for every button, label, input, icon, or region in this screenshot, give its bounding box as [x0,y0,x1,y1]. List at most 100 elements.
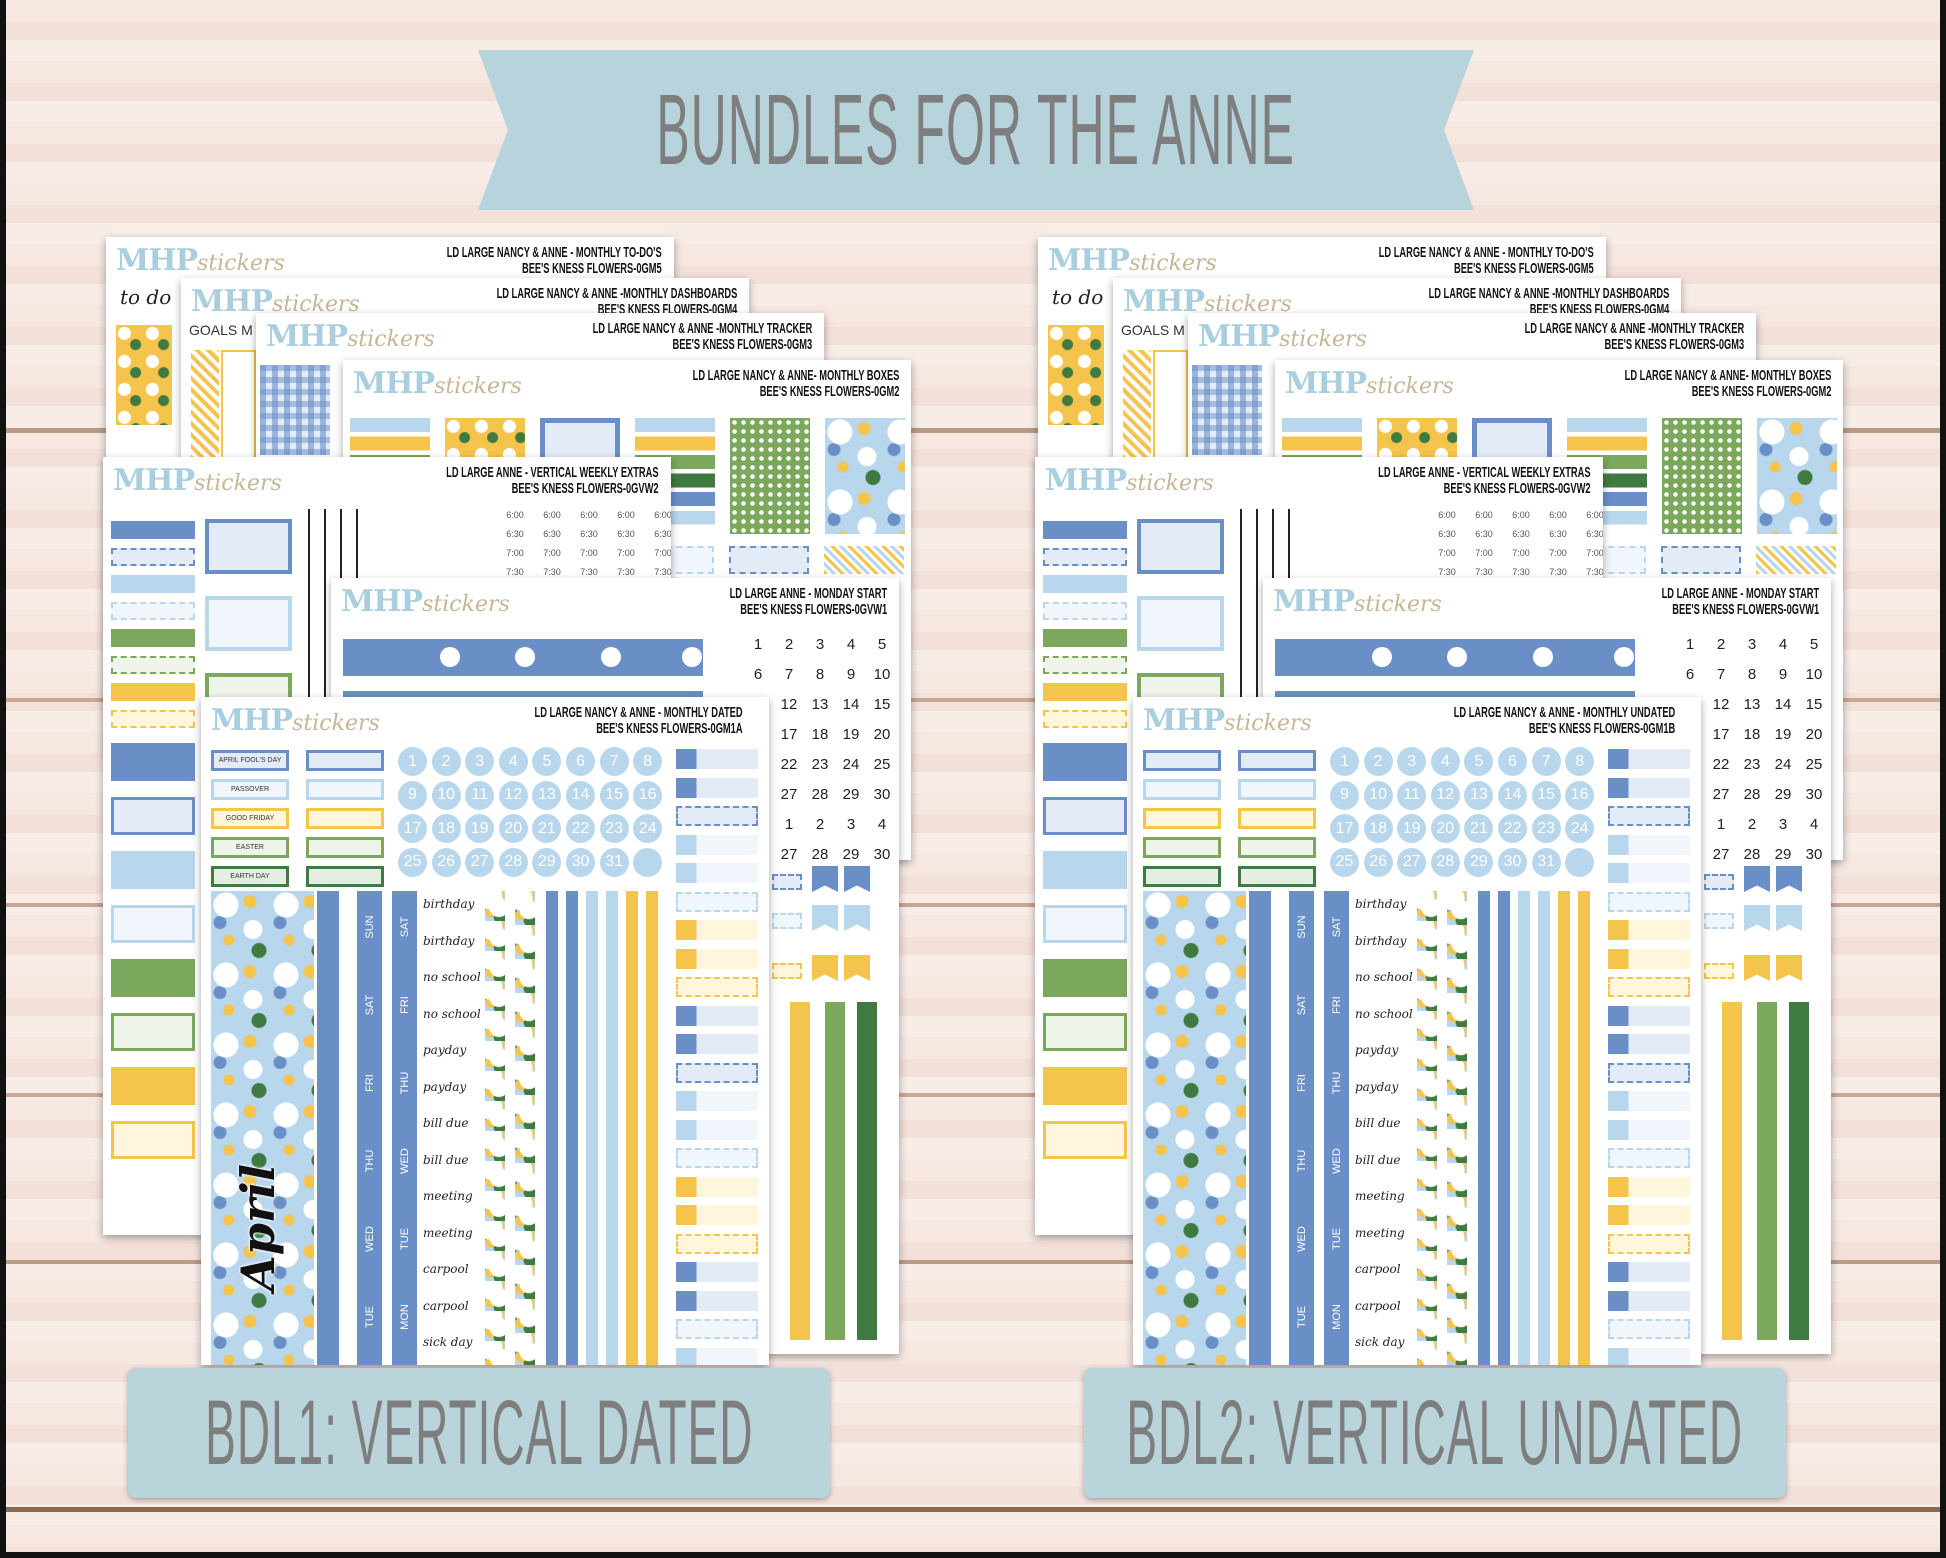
script-word: carpool [423,1298,469,1313]
day-label: SUN [1295,915,1308,939]
time-label: 6:00 [506,510,524,520]
time-label: 7:30 [1549,567,1567,577]
time-label: 7:00 [1512,548,1530,558]
date-number: 2 [1716,636,1726,653]
bar-sticker [676,1119,758,1140]
stripe-sticker [646,891,658,1365]
script-word: no school [1355,1006,1413,1021]
sticker-sheet-monthly: MHPstickers LD LARGE NANCY & ANNE - MONTH… [201,697,769,1365]
date-circle: 14 [566,780,595,810]
logo-brand: MHP [113,463,195,498]
day-label: FRI [1330,996,1343,1014]
script-word: carpool [1355,1262,1401,1276]
date-circle: 15 [1531,780,1561,810]
label-sticker [1043,851,1127,889]
date-circle: 12 [498,780,528,810]
script-word: birthday [1355,897,1407,911]
date-circle: 28 [498,847,528,877]
time-label: 6:00 [617,510,635,520]
bar-sticker [676,806,758,826]
sheet-title-line: LD LARGE NANCY & ANNE - MONTHLY DATED [534,704,743,721]
date-circle: 22 [1498,814,1527,844]
box-sticker [205,596,292,651]
date-number: 9 [1778,666,1788,683]
label-sticker [111,548,195,566]
script-word: carpool [423,1262,469,1276]
goals-heading: GOALS M [189,322,253,338]
logo-brand: MHP [1198,319,1280,354]
date-circle: 9 [1330,780,1359,810]
date-number: 28 [1743,786,1761,803]
time-label: 6:30 [580,529,598,539]
date-number: 7 [784,666,794,683]
date-number: 15 [1805,696,1823,713]
date-number: 29 [842,846,860,863]
header-bar [343,639,703,676]
script-word: birthday [423,933,475,948]
time-label: 7:30 [1475,567,1493,577]
time-label: 7:00 [1549,548,1567,558]
logo-script: stickers [1354,592,1442,617]
blank-box [1238,750,1316,771]
date-number: 4 [846,636,856,653]
blank-box [306,750,384,771]
bar-sticker [1608,1262,1690,1282]
label-sticker [1043,602,1127,620]
date-circle: 10 [1363,780,1393,810]
floral-box [825,418,905,534]
date-circle: 21 [532,814,562,844]
todo-heading: to do [120,285,172,309]
logo-script: stickers [194,471,282,496]
sheet-subtitle-line: BEE'S KNESS FLOWERS-0GM2 [759,383,899,400]
sheet-title: LD LARGE NANCY & ANNE- MONTHLY BOXES BEE'… [1498,368,1831,400]
date-number: 24 [842,756,860,773]
gingham-box [260,365,330,455]
floral-box [116,325,172,425]
holiday-box: APRIL FOOL'S DAY [211,750,289,771]
date-circle: 21 [1464,814,1494,844]
flag-sticker [1776,955,1802,981]
flag-sticker [1776,905,1802,931]
logo-brand: MHP [116,243,198,278]
date-circle: 26 [431,847,461,877]
sheet-title-line: LD LARGE NANCY & ANNE -MONTHLY DASHBOARD… [1428,285,1669,302]
date-circle: 23 [599,814,629,844]
date-circle: 7 [599,747,629,776]
label-sticker [111,602,195,620]
flag-sticker [844,905,870,931]
time-label: 6:30 [1438,529,1456,539]
date-number: 4 [877,816,887,833]
date-circle: 13 [532,780,562,810]
script-word: birthday [423,897,475,911]
time-label: 7:30 [1438,567,1456,577]
time-label: 6:30 [543,529,561,539]
blank-box [306,808,384,829]
script-word: sick day [1355,1335,1405,1349]
sheet-subtitle-line: BEE'S KNESS FLOWERS-0GM1A [596,720,743,737]
time-label: 6:30 [1549,529,1567,539]
day-label: FRI [1295,1074,1308,1092]
date-number: 30 [1805,786,1823,803]
date-number: 23 [1743,756,1761,773]
date-circle: 30 [1498,847,1527,877]
day-label: THU [1295,1149,1308,1173]
month-label: April [231,1163,285,1291]
label-sticker [772,963,802,979]
sheet-subtitle-line: BEE'S KNESS FLOWERS-0GM5 [1454,260,1594,277]
date-number: 8 [815,666,825,683]
sheet-subtitle-line: BEE'S KNESS FLOWERS-0GM1B [1528,720,1675,737]
bar-sticker [1608,891,1690,912]
divider-line [1256,509,1258,709]
bundle-label-text: BDL1: VERTICAL DATED [204,1381,754,1484]
date-number: 1 [1716,816,1726,833]
date-number: 20 [1805,726,1823,743]
sheet-title-line: LD LARGE NANCY & ANNE - MONTHLY TO-DO'S [1379,244,1594,261]
date-circle: 24 [1565,814,1595,844]
label-sticker [1043,1013,1127,1051]
logo-script: stickers [1279,327,1367,352]
logo-script: stickers [1224,711,1312,736]
date-number: 30 [1805,846,1823,863]
sheet-title: LD LARGE NANCY & ANNE -MONTHLY TRACKER BE… [1390,321,1744,353]
date-circle: 28 [1430,847,1460,877]
date-circle: 3 [1397,747,1427,776]
